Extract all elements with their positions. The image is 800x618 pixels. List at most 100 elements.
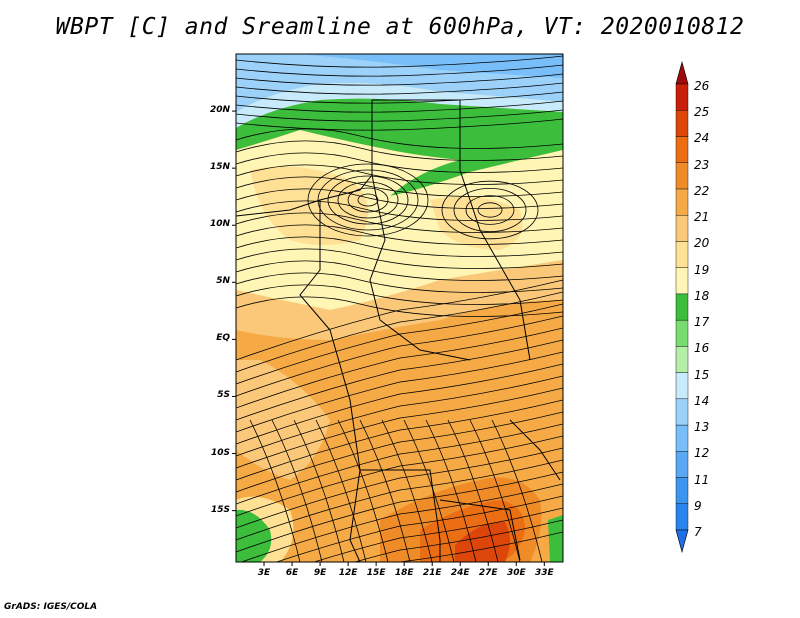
- streamline: [337, 419, 389, 562]
- streamline: [236, 212, 563, 233]
- colorbar-segment: [675, 83, 689, 111]
- streamline: [447, 419, 499, 562]
- lat-label: 15S: [210, 504, 230, 515]
- colorbar-label: 14: [694, 393, 710, 408]
- streamline: [315, 419, 367, 562]
- country-border: [360, 469, 441, 562]
- lat-label: 15N: [209, 162, 230, 173]
- streamline: [337, 181, 399, 219]
- lon-label: 15E: [366, 568, 386, 578]
- lon-label: 3E: [257, 568, 271, 578]
- wbpt-field: [236, 54, 563, 562]
- streamline: [236, 339, 563, 421]
- streamline: [236, 351, 563, 433]
- colorbar-min-arrow: [675, 529, 689, 554]
- streamline: [453, 188, 527, 232]
- colorbar-label: 16: [694, 341, 710, 356]
- streamline: [236, 64, 563, 77]
- map-frame: [235, 53, 564, 563]
- footer-credit: GrADS: IGES/COLA: [4, 602, 98, 612]
- country-border: [459, 169, 531, 361]
- colorbar-label: 7: [694, 525, 702, 539]
- streamline: [236, 315, 563, 397]
- streamline: [236, 279, 563, 361]
- country-border: [372, 99, 461, 170]
- streamline: [275, 495, 563, 562]
- streamline: [317, 169, 419, 231]
- streamline: [271, 419, 323, 562]
- streamline: [236, 224, 563, 245]
- streamline: [359, 419, 411, 562]
- streamline: [441, 180, 539, 240]
- country-border: [299, 200, 331, 331]
- colorbar-segment: [675, 110, 689, 137]
- lon-label: 6E: [285, 568, 299, 578]
- streamline: [236, 423, 563, 505]
- streamline: [236, 303, 563, 385]
- streamline: [236, 188, 563, 209]
- colorbar-segment: [675, 319, 689, 347]
- streamline: [236, 200, 563, 221]
- colorbar-label: 13: [694, 420, 710, 435]
- lon-label: 12E: [338, 568, 358, 578]
- colorbar-label: 15: [694, 367, 710, 382]
- streamline: [403, 419, 455, 562]
- colorbar-label: 9: [694, 498, 702, 513]
- streamline: [236, 435, 563, 517]
- streamline: [236, 260, 563, 281]
- lon-label: 24E: [450, 568, 470, 578]
- streamline: [293, 419, 345, 562]
- colorbar-label: 23: [694, 157, 710, 172]
- streamline: [236, 152, 563, 173]
- lon-label: 21E: [422, 568, 442, 578]
- country-border: [236, 100, 373, 217]
- lat-label: 10S: [210, 447, 230, 458]
- lon-label: 33E: [534, 568, 554, 578]
- streamline: [236, 471, 563, 553]
- streamline: [327, 175, 409, 225]
- colorbar-label: 11: [694, 472, 710, 487]
- streamline: [236, 272, 563, 293]
- streamline: [347, 187, 389, 213]
- lat-label: 5N: [216, 276, 230, 287]
- streamline: [307, 163, 429, 237]
- streamline: [236, 399, 563, 481]
- colorbar-segment: [675, 372, 689, 400]
- streamline: [381, 419, 433, 562]
- colorbar: [675, 60, 689, 554]
- streamline: [398, 531, 563, 562]
- lat-label: 5S: [217, 390, 230, 401]
- streamline: [477, 202, 503, 218]
- colorbar-segment: [675, 241, 689, 268]
- map-title: WBPT [C] and Sreamline at 600hPa, VT: 20…: [55, 14, 745, 40]
- colorbar-label: 18: [694, 288, 710, 303]
- colorbar-segment: [675, 503, 689, 531]
- colorbar-segment: [675, 424, 689, 452]
- streamline: [236, 140, 563, 161]
- streamline: [236, 284, 563, 305]
- streamline: [469, 419, 521, 562]
- lon-label: 27E: [478, 568, 498, 578]
- streamline: [236, 248, 563, 269]
- streamline: [236, 291, 563, 373]
- streamline: [236, 109, 563, 122]
- lat-label: 20N: [209, 105, 230, 116]
- colorbar-label: 19: [694, 262, 710, 277]
- streamline: [236, 327, 563, 409]
- streamline: [236, 296, 563, 317]
- colorbar-max-arrow: [675, 60, 689, 85]
- streamline: [236, 128, 563, 149]
- streamline: [240, 483, 563, 562]
- streamline: [357, 193, 379, 207]
- streamline: [236, 411, 563, 493]
- lon-label: 18E: [394, 568, 414, 578]
- streamline: [312, 507, 563, 562]
- colorbar-label: 12: [694, 446, 710, 461]
- country-border: [439, 499, 521, 561]
- streamline: [236, 375, 563, 457]
- colorbar-segment: [675, 267, 689, 295]
- colorbar-label: 21: [694, 210, 710, 225]
- streamline: [236, 55, 563, 68]
- lon-label: 9E: [313, 568, 327, 578]
